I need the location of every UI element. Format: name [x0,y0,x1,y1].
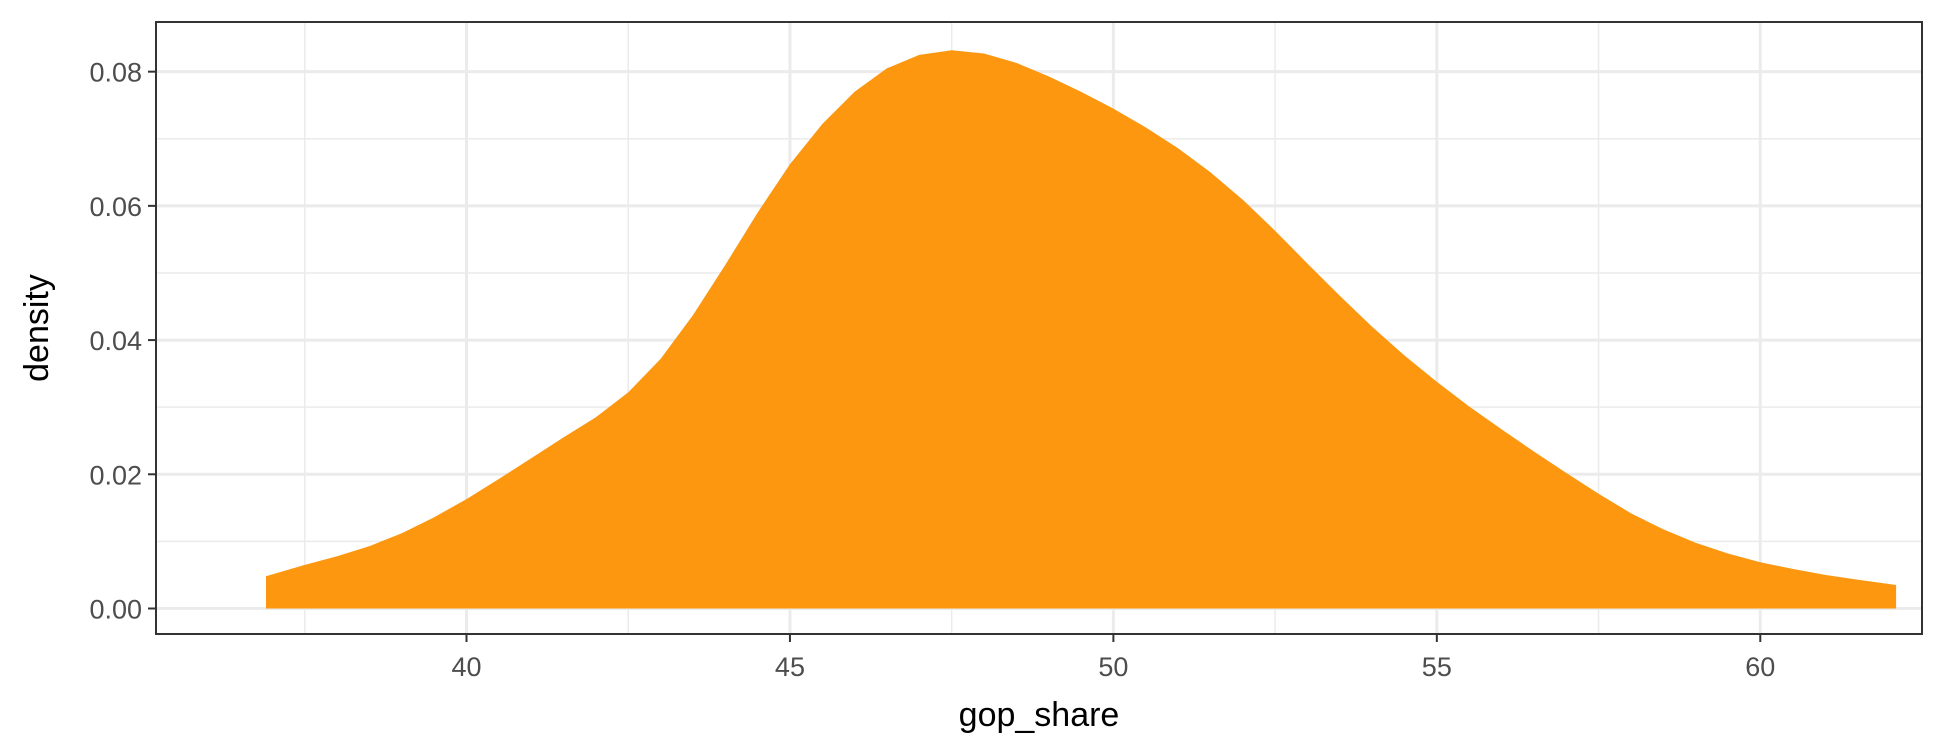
y-tick-label: 0.06 [89,192,142,222]
density-area-layer [266,50,1897,609]
x-tick-label: 60 [1745,652,1775,682]
y-axis-title: density [18,274,56,382]
y-tick-label: 0.04 [89,326,142,356]
y-tick-label: 0.02 [89,460,142,490]
x-tick-label: 45 [775,652,805,682]
y-axis: 0.00 0.02 0.04 0.06 0.08 [89,58,156,625]
panel-border [155,21,1923,635]
density-area [266,50,1897,609]
x-tick-label: 55 [1422,652,1452,682]
x-tick-label: 50 [1098,652,1128,682]
y-tick-label: 0.08 [89,58,142,88]
x-axis: 40 45 50 55 60 [451,634,1775,682]
y-tick-label: 0.00 [89,595,142,625]
x-axis-title: gop_share [959,696,1120,734]
x-tick-label: 40 [451,652,481,682]
